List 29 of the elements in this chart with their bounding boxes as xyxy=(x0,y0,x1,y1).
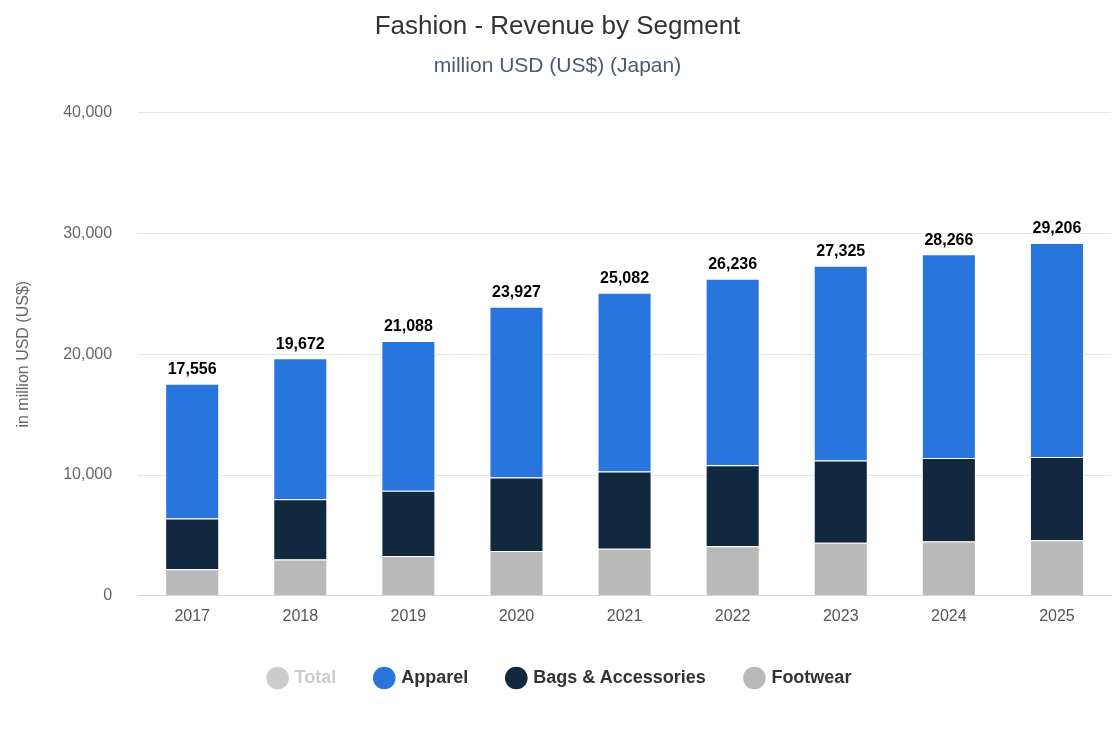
total-label: 21,088 xyxy=(383,317,433,335)
x-tick-label: 2024 xyxy=(931,606,967,624)
y-tick-label: 40,000 xyxy=(63,103,113,121)
x-tick-label: 2025 xyxy=(1039,606,1075,624)
x-tick-label: 2022 xyxy=(714,606,751,624)
total-label: 26,236 xyxy=(708,255,758,273)
chart-subtitle: million USD (US$) (Japan) xyxy=(432,53,683,77)
x-tick-label: 2020 xyxy=(498,606,535,624)
legend-label: Bags & Accessories xyxy=(533,666,706,687)
y-tick-label: 20,000 xyxy=(63,344,113,362)
y-tick-label: 10,000 xyxy=(63,465,113,483)
x-tick-label: 2019 xyxy=(390,606,427,624)
total-label: 17,556 xyxy=(167,360,217,378)
x-tick-label: 2023 xyxy=(822,606,859,624)
x-tick-label: 2018 xyxy=(282,606,319,624)
y-tick-label: 0 xyxy=(103,586,113,604)
y-axis-title: in million USD (US$) xyxy=(14,280,32,428)
y-tick-label: 30,000 xyxy=(63,223,113,241)
total-label: 19,672 xyxy=(275,334,325,352)
x-tick-label: 2017 xyxy=(174,606,211,624)
total-label: 23,927 xyxy=(492,283,542,301)
total-label: 25,082 xyxy=(600,269,650,287)
total-label: 29,206 xyxy=(1032,219,1082,237)
x-tick-label: 2021 xyxy=(606,606,643,624)
legend-label: Apparel xyxy=(401,666,469,687)
chart-title: Fashion - Revenue by Segment xyxy=(373,9,742,41)
legend-label: Footwear xyxy=(771,666,852,687)
total-label: 27,325 xyxy=(816,242,866,260)
total-label: 28,266 xyxy=(924,230,974,248)
